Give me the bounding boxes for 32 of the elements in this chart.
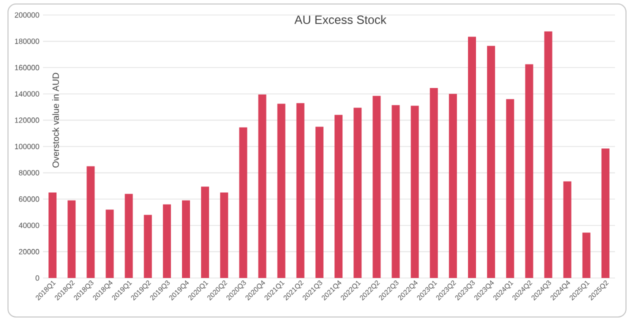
bar (448, 94, 457, 278)
bar (201, 186, 210, 278)
bar (162, 204, 171, 278)
bar (258, 94, 266, 278)
bar (144, 214, 152, 278)
bar (315, 126, 324, 278)
bar (525, 64, 534, 278)
bar (277, 104, 286, 278)
bar (68, 200, 76, 278)
bar (563, 181, 572, 278)
bar (487, 46, 496, 278)
bar (506, 99, 514, 278)
bar (582, 232, 590, 278)
chart-title: AU Excess Stock (294, 15, 386, 24)
bar (354, 108, 362, 278)
bar (86, 166, 95, 278)
bar (468, 36, 476, 278)
bar (48, 192, 57, 278)
bar (296, 103, 304, 278)
bar (220, 192, 228, 278)
bar (430, 88, 438, 278)
bar (544, 31, 552, 278)
bar (334, 114, 343, 278)
bar (106, 210, 114, 278)
bar (182, 200, 190, 278)
bar (239, 127, 248, 278)
bar (372, 96, 381, 278)
bar (410, 106, 419, 278)
y-axis-title: Overstock value in AUD (52, 72, 59, 168)
bar (601, 148, 610, 278)
bar (124, 194, 133, 278)
bar (392, 105, 400, 278)
